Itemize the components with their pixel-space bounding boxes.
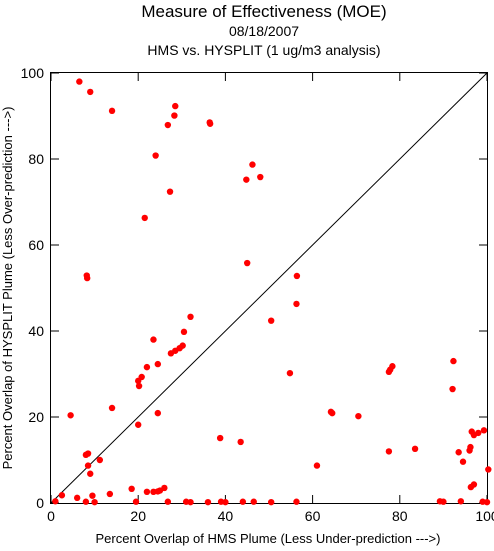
- data-point: [244, 259, 251, 267]
- data-point: [222, 498, 229, 506]
- data-point: [67, 412, 74, 419]
- data-point: [449, 385, 456, 393]
- y-axis-ticks: 0 20 40 60 80 100: [21, 65, 487, 511]
- x-tick-label: 80: [392, 508, 408, 524]
- data-point: [293, 300, 300, 308]
- data-point: [150, 336, 157, 343]
- data-point: [132, 498, 140, 505]
- data-point: [206, 120, 214, 127]
- y-tick-label: 60: [28, 237, 44, 253]
- data-point: [355, 412, 362, 420]
- y-tick-label: 80: [28, 151, 44, 167]
- data-point: [411, 445, 419, 453]
- data-point: [108, 404, 116, 412]
- data-point: [440, 498, 447, 505]
- data-point: [475, 429, 482, 437]
- data-point: [161, 484, 168, 492]
- data-point: [91, 498, 98, 506]
- data-point: [143, 488, 151, 496]
- data-point: [164, 498, 172, 505]
- data-point: [267, 317, 275, 324]
- data-point: [293, 272, 301, 280]
- chart-title: Measure of Effectiveness (MOE): [141, 2, 386, 21]
- data-point: [313, 462, 321, 469]
- data-point: [480, 427, 488, 434]
- data-point: [152, 152, 159, 159]
- x-tick-label: 20: [130, 508, 146, 524]
- x-tick-label: 40: [218, 508, 234, 524]
- x-axis-ticks: 0 20 40 60 80 100: [47, 73, 494, 524]
- data-point: [171, 112, 178, 119]
- data-point: [459, 458, 467, 465]
- y-tick-label: 20: [28, 409, 44, 425]
- data-point: [243, 176, 250, 183]
- data-point: [180, 328, 188, 336]
- data-point: [76, 78, 83, 85]
- data-point: [87, 88, 94, 96]
- data-point: [457, 498, 465, 505]
- data-point: [154, 409, 162, 417]
- data-point: [73, 494, 81, 502]
- data-point: [216, 434, 224, 442]
- data-point: [106, 490, 114, 498]
- data-point: [239, 498, 247, 505]
- data-point: [187, 498, 194, 506]
- data-point: [141, 214, 148, 222]
- data-point: [108, 107, 116, 115]
- data-point: [166, 188, 174, 195]
- data-point: [84, 462, 92, 469]
- data-point: [187, 313, 194, 321]
- data-point: [89, 492, 96, 499]
- data-point: [470, 481, 478, 488]
- y-tick-label: 0: [36, 495, 44, 511]
- data-point: [135, 421, 142, 428]
- x-tick-label: 100: [475, 508, 494, 524]
- data-point: [485, 466, 492, 473]
- y-tick-label: 100: [21, 65, 45, 81]
- data-point: [58, 492, 66, 499]
- data-point: [237, 438, 244, 446]
- x-tick-label: 60: [305, 508, 321, 524]
- x-tick-label: 0: [47, 508, 55, 524]
- diagonal-reference-line: [50, 72, 488, 504]
- data-point: [267, 498, 275, 506]
- chart-subtitle: HMS vs. HYSPLIT (1 ug/m3 analysis): [147, 42, 380, 58]
- data-point: [154, 360, 162, 368]
- data-point: [385, 368, 393, 376]
- data-point: [164, 121, 172, 129]
- data-points: [52, 78, 492, 506]
- data-point: [87, 470, 94, 477]
- x-axis-label: Percent Overlap of HMS Plume (Less Under…: [96, 531, 441, 546]
- data-point: [293, 498, 300, 505]
- data-point: [82, 498, 90, 505]
- data-point: [128, 485, 135, 493]
- data-point: [455, 449, 462, 456]
- data-point: [385, 448, 393, 455]
- data-point: [257, 173, 264, 181]
- data-point: [204, 498, 212, 506]
- data-point: [96, 456, 104, 464]
- data-point: [84, 450, 92, 457]
- data-point: [172, 102, 179, 110]
- data-point: [467, 443, 474, 451]
- data-point: [167, 350, 175, 357]
- data-point: [483, 498, 491, 506]
- data-point: [329, 409, 336, 417]
- data-point: [52, 498, 59, 505]
- data-point: [286, 369, 294, 377]
- y-tick-label: 40: [28, 323, 44, 339]
- data-point: [83, 274, 91, 282]
- data-point: [143, 363, 151, 371]
- data-point: [135, 377, 142, 385]
- data-point: [249, 161, 256, 168]
- data-point: [450, 357, 457, 365]
- chart-date: 08/18/2007: [229, 23, 299, 39]
- y-axis-label: Percent Overlap of HYSPLIT Plume (Less O…: [0, 107, 15, 470]
- data-point: [135, 382, 143, 390]
- data-point: [250, 498, 257, 505]
